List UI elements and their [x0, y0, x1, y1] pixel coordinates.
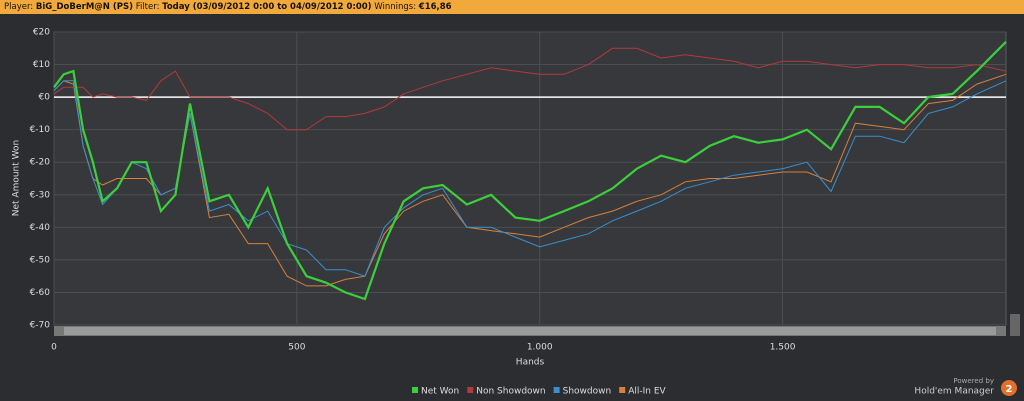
series-line — [53, 80, 1007, 277]
y-tick-label: €20 — [33, 28, 50, 38]
series-line — [53, 41, 1007, 301]
legend-label: Net Won — [421, 387, 459, 397]
product-name: Hold'em Manager — [914, 387, 994, 397]
y-tick-label: €-20 — [30, 158, 51, 168]
legend-swatch — [467, 387, 474, 393]
y-tick-label: €-50 — [30, 255, 51, 265]
series-line — [53, 47, 1007, 131]
y-tick-label: €10 — [33, 60, 50, 70]
y-tick-label: €-70 — [30, 321, 51, 331]
winnings: €16,86 — [418, 2, 452, 12]
legend-label: Showdown — [563, 387, 612, 397]
plot-area — [53, 31, 1007, 326]
powered-by: Powered by — [953, 377, 994, 385]
y-tick-label: €-30 — [30, 190, 51, 200]
y-tick-label: €-60 — [30, 288, 51, 298]
legend-swatch — [553, 387, 560, 393]
scroll-button[interactable] — [1010, 314, 1020, 336]
player: BiG_DoBerM@N (PS) — [35, 2, 133, 12]
label: Winnings: — [374, 2, 417, 12]
x-tick-label: 0 — [51, 343, 57, 353]
y-tick-label: €-10 — [30, 125, 51, 135]
legend-label: Non Showdown — [476, 387, 545, 397]
legend-swatch — [619, 387, 626, 393]
legend-swatch — [412, 387, 418, 393]
scroll-thumb[interactable] — [64, 327, 996, 335]
series-line — [53, 73, 1007, 287]
legend-label: All-In EV — [628, 387, 666, 397]
label: Player: — [4, 2, 34, 12]
logo — [1001, 380, 1017, 396]
label: Filter: — [135, 2, 160, 12]
x-tick-label: 1.500 — [770, 343, 796, 353]
x-tick-label: 500 — [288, 343, 305, 353]
logo-number: 2 — [1006, 384, 1013, 395]
x-axis-label: Hands — [516, 358, 545, 368]
y-axis-label: Net Amount Won — [12, 140, 22, 216]
y-tick-label: €-40 — [30, 223, 51, 233]
header-bar: Player: BiG_DoBerM@N (PS) Filter: Today … — [0, 0, 1024, 14]
chart: Hands Net Amount Won Powered by Hold'em … — [12, 28, 1020, 397]
x-tick-label: 1.000 — [527, 343, 553, 353]
filter: Today (03/09/2012 0:00 to 04/09/2012 0:0… — [162, 2, 372, 12]
y-tick-label: €0 — [39, 93, 51, 103]
